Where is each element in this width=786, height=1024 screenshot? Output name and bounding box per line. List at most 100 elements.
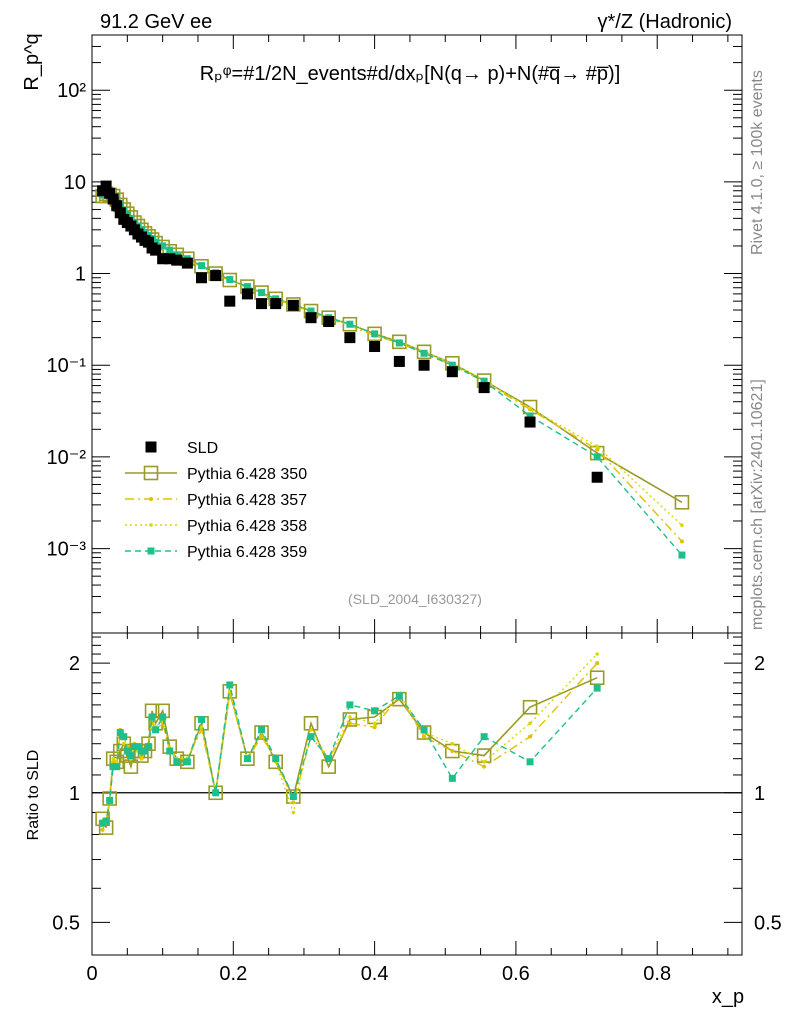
data-point [159, 242, 167, 250]
ratio-series-pythia-6-428-359 [99, 681, 601, 827]
data-point [420, 349, 428, 357]
data-point [674, 494, 690, 510]
data-point [150, 244, 162, 256]
data-point [393, 355, 405, 367]
data-point [196, 272, 208, 284]
main-y-tick-label: 10 [64, 172, 86, 194]
legend-marker [149, 497, 153, 501]
ratio-point [589, 670, 605, 686]
series-sld [97, 180, 603, 483]
legend-item: Pythia 6.428 358 [125, 518, 307, 535]
main-y-tick-label: 1 [75, 264, 86, 286]
ratio-point [137, 747, 145, 755]
ratio-point [291, 800, 296, 805]
data-point [286, 297, 301, 312]
ratio-point [212, 789, 220, 797]
data-point [448, 361, 456, 369]
ratio-point [243, 755, 251, 763]
x-tick-label: 0 [86, 963, 97, 985]
ratio-point [111, 759, 116, 764]
data-point [100, 180, 112, 192]
x-tick-label: 0.6 [502, 963, 530, 985]
legend-item: Pythia 6.428 357 [125, 492, 307, 509]
ratio-y-tick-label: 1 [69, 783, 80, 805]
legend-label: SLD [187, 440, 218, 457]
ratio-point [145, 743, 153, 751]
analysis-watermark: (SLD_2004_I630327) [348, 591, 482, 607]
legend: SLD Pythia 6.428 350 Pythia 6.428 357 Pythi… [125, 440, 307, 561]
ratio-point [528, 721, 532, 726]
ratio-point [482, 760, 486, 764]
ratio-y-axis-label: Ratio to SLD [25, 750, 42, 841]
x-tick-label: 0.8 [643, 963, 671, 985]
data-point [210, 270, 222, 282]
data-point [446, 366, 458, 378]
data-point [111, 200, 123, 212]
x-tick-label: 0.2 [219, 963, 247, 985]
ratio-point [272, 755, 280, 763]
ratio-point [522, 699, 538, 715]
ratio-plot-series [95, 652, 605, 835]
ratio-point [528, 734, 533, 739]
ratio-point [482, 764, 487, 769]
data-point [287, 299, 299, 311]
ratio-y-tick-label-right: 2 [754, 653, 765, 675]
data-point [143, 236, 155, 248]
ratio-point [141, 736, 156, 752]
data-point [104, 187, 116, 199]
ratio-point [372, 721, 377, 726]
data-point [256, 298, 268, 310]
legend-item: Pythia 6.428 350 [125, 465, 307, 483]
data-point [416, 344, 432, 360]
data-point [258, 289, 266, 297]
ratio-point [152, 726, 160, 734]
data-point [181, 257, 193, 269]
data-point [323, 315, 335, 327]
data-point [305, 312, 317, 324]
data-point [222, 272, 238, 288]
series-pythia-6-428-357 [100, 192, 684, 544]
data-point [528, 406, 532, 410]
x-tick-label: 0.4 [361, 963, 389, 985]
mcplots-label: mcplots.cern.ch [arXiv:2401.10621] [749, 379, 766, 630]
x-axis-label: x_p [712, 986, 744, 1008]
main-y-tick-label: 10⁻² [47, 447, 87, 469]
data-point [157, 253, 169, 265]
main-axis-ticks: 10⁻³ 10⁻² 10⁻¹ 1 10 10² [47, 34, 742, 633]
data-point [166, 246, 174, 254]
legend-label: Pythia 6.428 359 [187, 544, 307, 561]
ratio-point [240, 751, 255, 766]
legend-item: SLD [145, 440, 218, 457]
legend-marker [149, 523, 153, 527]
data-point [243, 283, 251, 291]
legend-label: Pythia 6.428 350 [187, 466, 307, 483]
ratio-point [420, 726, 428, 734]
ratio-point [114, 760, 119, 764]
ratio-point [113, 763, 121, 771]
data-point [371, 330, 379, 338]
data-point [164, 253, 176, 265]
ratio-point [348, 715, 352, 719]
ratio-point [289, 793, 297, 801]
ratio-point [148, 713, 156, 721]
ratio-point [116, 729, 124, 737]
ratio-point [127, 752, 135, 760]
data-point [346, 320, 354, 328]
ratio-point [593, 684, 601, 692]
data-point [595, 444, 599, 449]
data-point [480, 377, 488, 385]
energy-label: 91.2 GeV ee [100, 11, 212, 33]
data-point [591, 471, 603, 483]
data-point [392, 334, 407, 350]
data-point [526, 412, 534, 420]
ratio-point [259, 734, 264, 739]
legend-marker [145, 441, 157, 453]
ratio-point [100, 827, 105, 832]
ratio-point [342, 712, 358, 727]
ratio-point [371, 707, 379, 715]
ratio-point [254, 725, 269, 740]
main-y-axis-label: R_p^q [21, 33, 43, 90]
main-y-tick-label: 10⁻¹ [47, 355, 87, 377]
ratio-point [450, 749, 455, 754]
